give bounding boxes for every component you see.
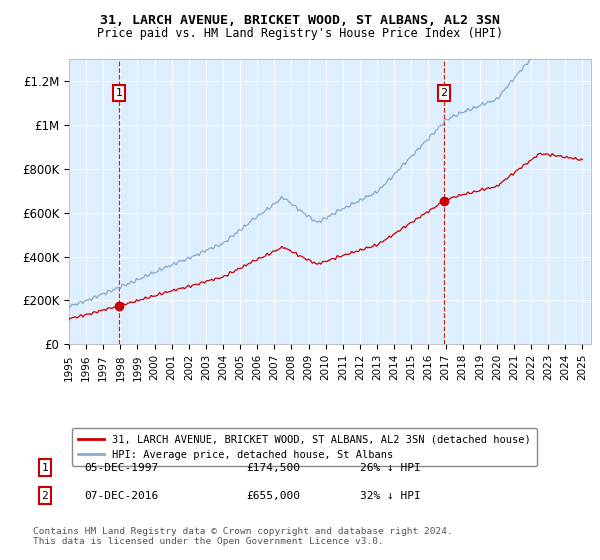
Legend: 31, LARCH AVENUE, BRICKET WOOD, ST ALBANS, AL2 3SN (detached house), HPI: Averag: 31, LARCH AVENUE, BRICKET WOOD, ST ALBAN… [71,428,537,466]
Text: Contains HM Land Registry data © Crown copyright and database right 2024.
This d: Contains HM Land Registry data © Crown c… [33,526,453,546]
Text: 32% ↓ HPI: 32% ↓ HPI [360,491,421,501]
Text: 26% ↓ HPI: 26% ↓ HPI [360,463,421,473]
Text: Price paid vs. HM Land Registry's House Price Index (HPI): Price paid vs. HM Land Registry's House … [97,27,503,40]
Text: £655,000: £655,000 [246,491,300,501]
Text: 2: 2 [41,491,49,501]
Text: 05-DEC-1997: 05-DEC-1997 [84,463,158,473]
Text: £174,500: £174,500 [246,463,300,473]
Text: 07-DEC-2016: 07-DEC-2016 [84,491,158,501]
Text: 1: 1 [41,463,49,473]
Text: 1: 1 [115,88,122,98]
Text: 31, LARCH AVENUE, BRICKET WOOD, ST ALBANS, AL2 3SN: 31, LARCH AVENUE, BRICKET WOOD, ST ALBAN… [100,14,500,27]
Text: 2: 2 [440,88,448,98]
